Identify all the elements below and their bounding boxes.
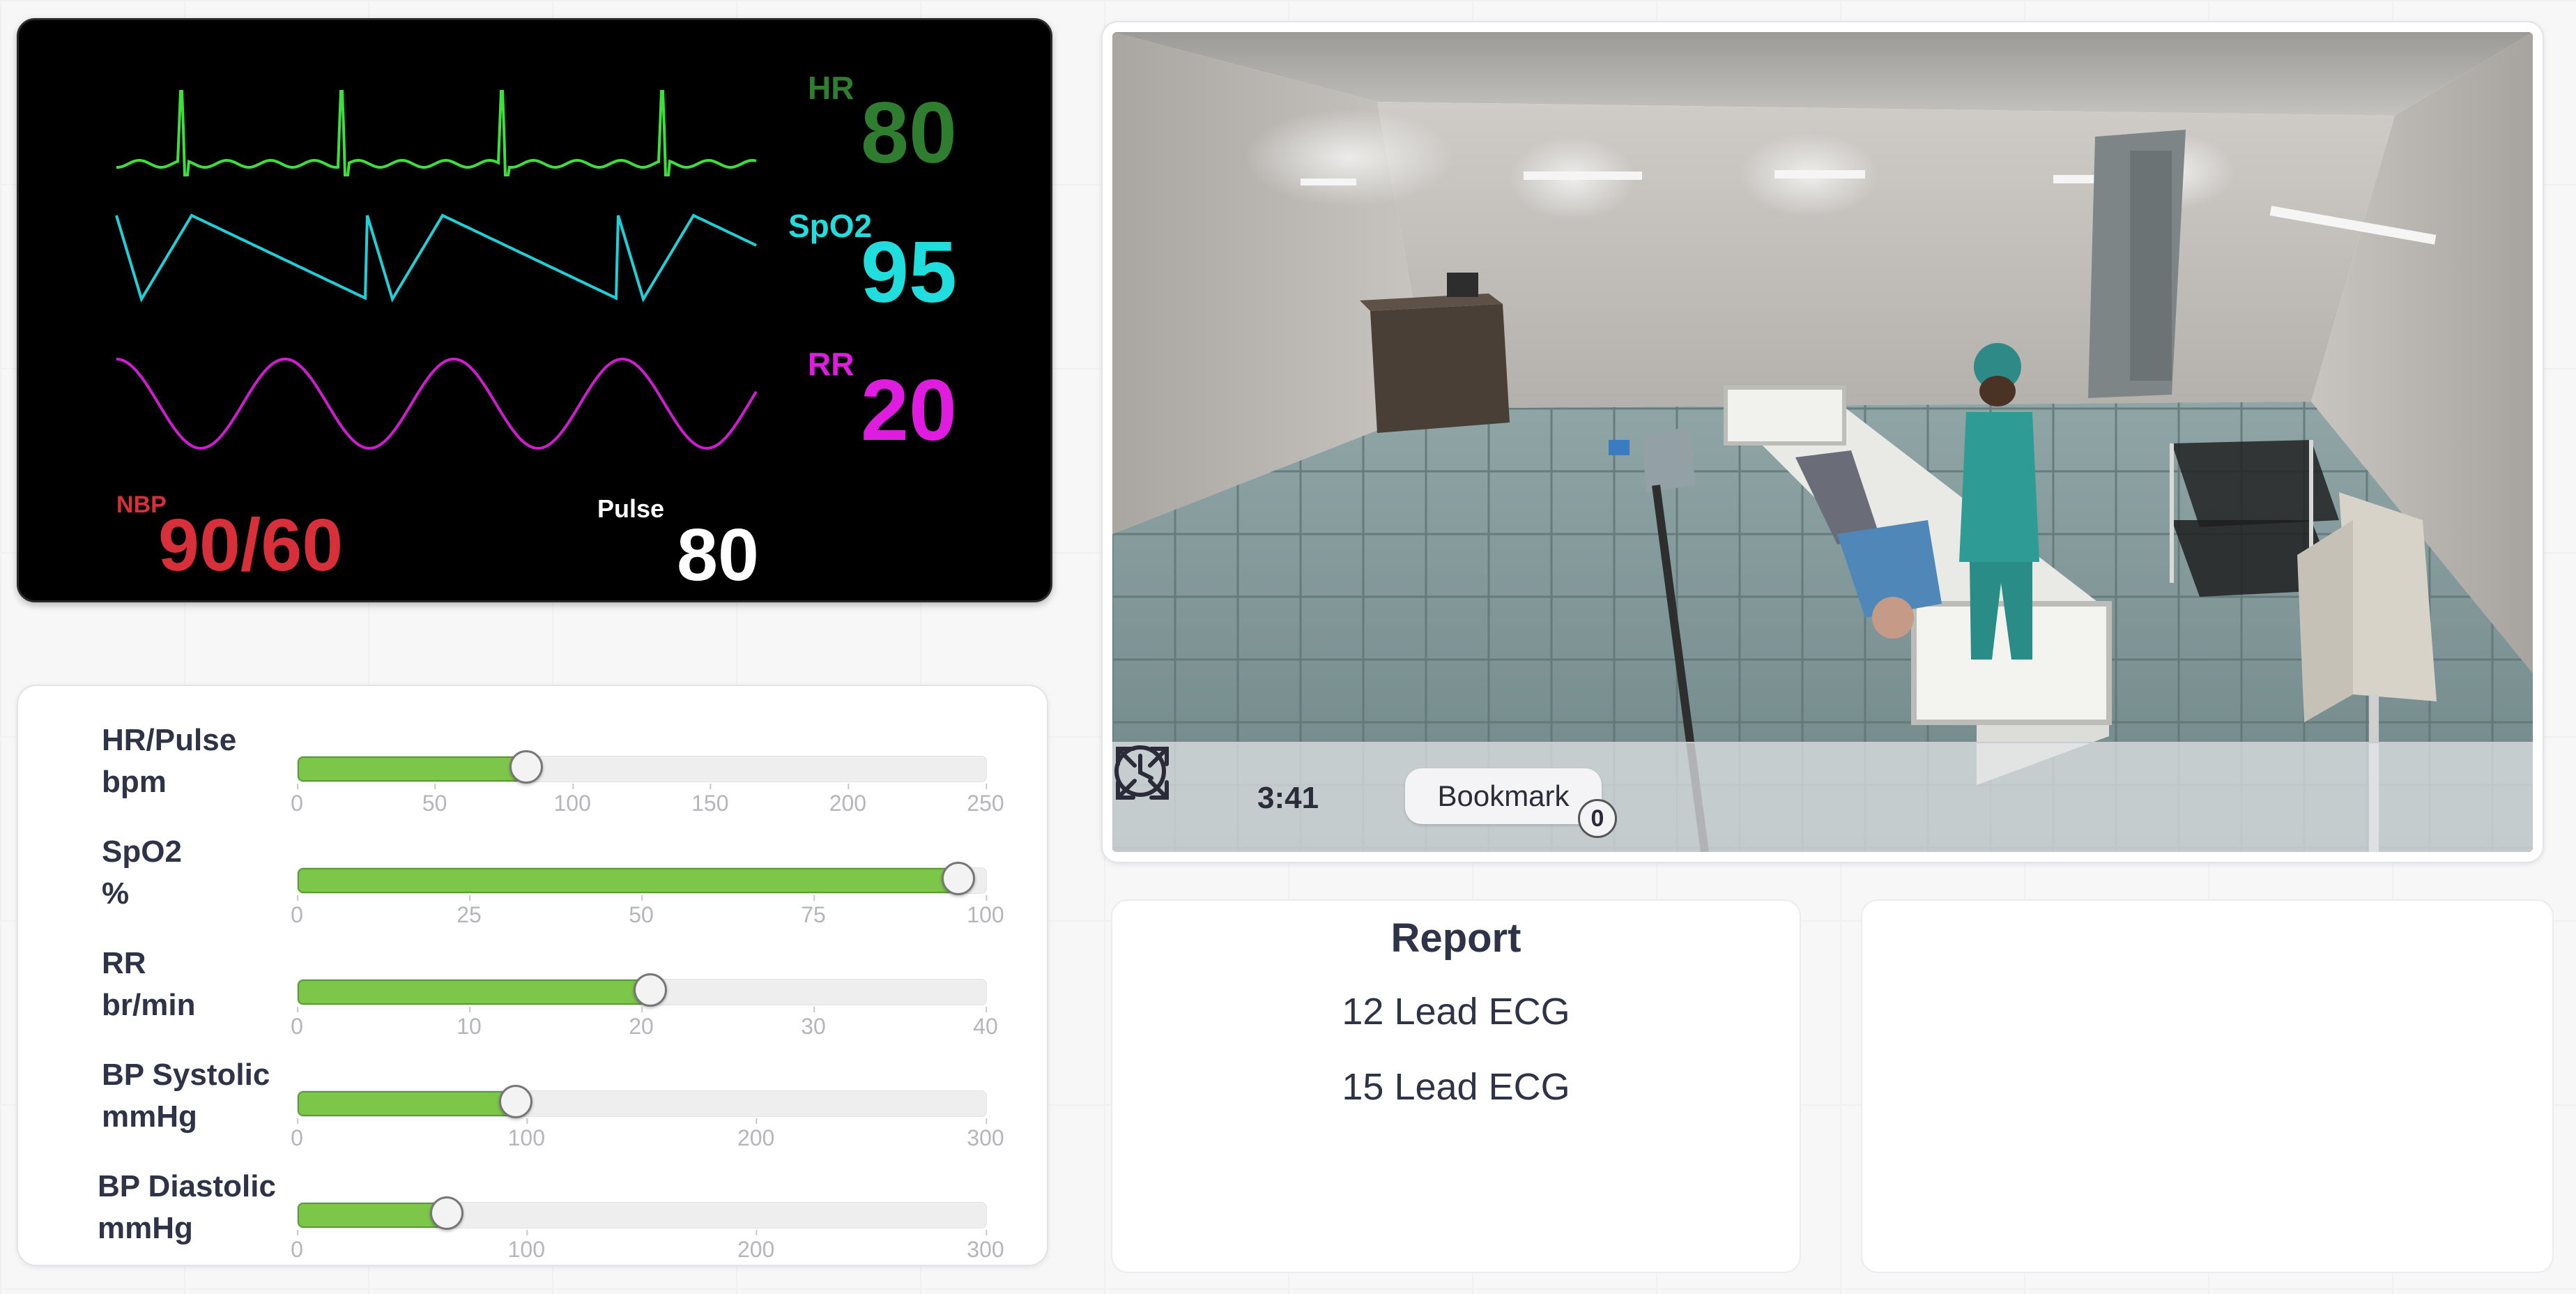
slider-label: HR/Pulse bpm (102, 720, 325, 803)
slider-fill (298, 980, 651, 1005)
vitals-controls-panel: HR/Pulse bpm 0 50 100 150 200 250 SpO2 % 0 25 5… (17, 685, 1048, 1266)
vitals-monitor: HR 80 SpO2 95 RR 20 NBP 90/60 Pulse 80 (17, 18, 1052, 602)
slider-label-unit: br/min (102, 988, 196, 1022)
tick-label: 40 (973, 1007, 998, 1039)
clock-icon (1114, 745, 1166, 797)
report-panel: Report 12 Lead ECG 15 Lead ECG (1111, 899, 1801, 1273)
tick-label: 75 (801, 895, 826, 927)
slider-label: BP Diastolic mmHg (98, 1166, 321, 1249)
bp-systolic-slider-track[interactable] (297, 1085, 987, 1118)
slider-ticks: 0 100 200 300 (291, 1118, 1004, 1153)
slider-label-unit: % (102, 876, 130, 911)
report-item-15-lead-ecg[interactable]: 15 Lead ECG (1342, 1066, 1570, 1108)
bookmark-count-badge: 0 (1578, 799, 1617, 838)
slider-ticks: 0 100 200 300 (291, 1230, 1004, 1265)
slider-fill (298, 756, 527, 782)
spo2-slider-track[interactable] (297, 862, 987, 895)
bp-diastolic-slider-thumb[interactable] (430, 1196, 464, 1230)
spo2-label: SpO2 (788, 208, 873, 244)
slider-label: SpO2 % (102, 831, 325, 915)
tick-label: 200 (737, 1118, 775, 1150)
bp-systolic-slider-thumb[interactable] (498, 1085, 532, 1118)
tick-label: 50 (422, 784, 447, 816)
pulse-label: Pulse (597, 494, 665, 523)
nbp-value: 90/60 (158, 504, 344, 586)
rr-slider-thumb[interactable] (634, 973, 668, 1007)
slider-label-name: RR (102, 946, 146, 980)
tick-label: 0 (291, 784, 303, 816)
tick-label: 25 (457, 895, 482, 927)
slider-label-name: HR/Pulse (102, 723, 237, 757)
slider-label: BP Systolic mmHg (102, 1054, 325, 1138)
tick-label: 100 (507, 1230, 546, 1262)
simulation-viewport: 3:41 Bookmark 0 (1101, 21, 2544, 863)
tick-label: 300 (967, 1230, 1004, 1262)
tick-label: 0 (291, 1007, 303, 1039)
rr-slider-track[interactable] (297, 973, 987, 1007)
nbp-label: NBP (116, 492, 167, 518)
tick-label: 50 (629, 895, 654, 927)
slider-ticks: 0 50 100 150 200 250 (291, 784, 1004, 819)
slider-label-name: BP Diastolic (98, 1169, 276, 1203)
hospital-room-scene[interactable]: 3:41 Bookmark 0 (1112, 32, 2533, 852)
spo2-value: 95 (861, 224, 957, 321)
pleth-waveform (115, 213, 757, 303)
expand-icon[interactable] (1112, 743, 1172, 803)
slider-ticks: 0 25 50 75 100 (291, 895, 1004, 930)
slider-fill (298, 1203, 447, 1228)
elapsed-timer: 3:41 (1257, 781, 1319, 815)
tick-label: 0 (291, 895, 303, 927)
tick-label: 30 (801, 1007, 826, 1039)
tick-label: 0 (291, 1230, 303, 1262)
slider-label-unit: mmHg (98, 1211, 193, 1245)
rr-label: RR (808, 346, 854, 382)
tick-label: 100 (967, 895, 1004, 927)
slider-label-unit: bpm (102, 765, 167, 799)
tick-label: 0 (291, 1118, 303, 1150)
slider-label-name: BP Systolic (102, 1058, 270, 1092)
slider-row-rr: RR br/min 0 10 20 30 40 (18, 937, 1047, 1049)
ecg-waveform (116, 90, 757, 176)
rr-value: 20 (861, 363, 957, 459)
slider-row-hr: HR/Pulse bpm 0 50 100 150 200 250 (18, 714, 1047, 825)
slider-row-bp-diastolic: BP Diastolic mmHg 0 100 200 300 (18, 1160, 1047, 1272)
waveform-display (115, 90, 758, 450)
slider-row-spo2: SpO2 % 0 25 50 75 100 (18, 825, 1047, 937)
resp-waveform (116, 357, 758, 450)
spo2-slider-thumb[interactable] (942, 862, 976, 895)
tick-label: 200 (737, 1230, 775, 1262)
tick-label: 150 (691, 784, 729, 816)
slider-fill (298, 1091, 516, 1116)
report-title: Report (1390, 915, 1521, 961)
bp-diastolic-slider-track[interactable] (297, 1196, 987, 1230)
hr-slider-thumb[interactable] (509, 750, 544, 784)
tick-label: 250 (967, 784, 1004, 816)
hr-slider-track[interactable] (297, 750, 987, 784)
slider-label-unit: mmHg (102, 1099, 197, 1134)
hr-label: HR (808, 70, 854, 106)
slider-label-name: SpO2 (102, 835, 182, 869)
hr-value: 80 (861, 85, 957, 181)
bookmark-button[interactable]: Bookmark (1405, 768, 1602, 824)
tick-label: 100 (507, 1118, 546, 1150)
tick-label: 10 (457, 1007, 482, 1039)
slider-label: RR br/min (102, 943, 325, 1026)
empty-panel (1861, 899, 2554, 1273)
report-item-12-lead-ecg[interactable]: 12 Lead ECG (1342, 991, 1570, 1033)
tick-label: 200 (829, 784, 867, 816)
slider-row-bp-systolic: BP Systolic mmHg 0 100 200 300 (18, 1049, 1047, 1160)
scene-toolbar: 3:41 Bookmark 0 (1112, 742, 2533, 852)
room-illustration (1112, 32, 2533, 852)
pulse-value: 80 (677, 514, 759, 596)
slider-ticks: 0 10 20 30 40 (291, 1007, 998, 1042)
tick-label: 300 (967, 1118, 1004, 1150)
slider-fill (298, 868, 959, 893)
tick-label: 100 (553, 784, 591, 816)
tick-label: 20 (629, 1007, 654, 1039)
